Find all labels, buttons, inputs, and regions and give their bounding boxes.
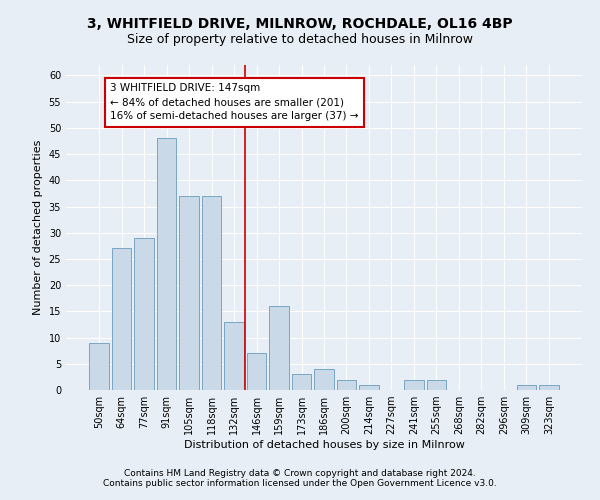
Bar [157,138,176,390]
Bar [337,380,356,390]
Text: Size of property relative to detached houses in Milnrow: Size of property relative to detached ho… [127,32,473,46]
Bar [202,196,221,390]
Bar [539,385,559,390]
Bar [112,248,131,390]
Bar [292,374,311,390]
Bar [89,343,109,390]
Bar [314,369,334,390]
Text: 3 WHITFIELD DRIVE: 147sqm
← 84% of detached houses are smaller (201)
16% of semi: 3 WHITFIELD DRIVE: 147sqm ← 84% of detac… [110,84,359,122]
Bar [179,196,199,390]
Bar [224,322,244,390]
Bar [427,380,446,390]
Bar [517,385,536,390]
Text: Contains HM Land Registry data © Crown copyright and database right 2024.: Contains HM Land Registry data © Crown c… [124,468,476,477]
Bar [269,306,289,390]
Text: 3, WHITFIELD DRIVE, MILNROW, ROCHDALE, OL16 4BP: 3, WHITFIELD DRIVE, MILNROW, ROCHDALE, O… [87,18,513,32]
Y-axis label: Number of detached properties: Number of detached properties [33,140,43,315]
Bar [359,385,379,390]
X-axis label: Distribution of detached houses by size in Milnrow: Distribution of detached houses by size … [184,440,464,450]
Text: Contains public sector information licensed under the Open Government Licence v3: Contains public sector information licen… [103,478,497,488]
Bar [134,238,154,390]
Bar [404,380,424,390]
Bar [247,354,266,390]
